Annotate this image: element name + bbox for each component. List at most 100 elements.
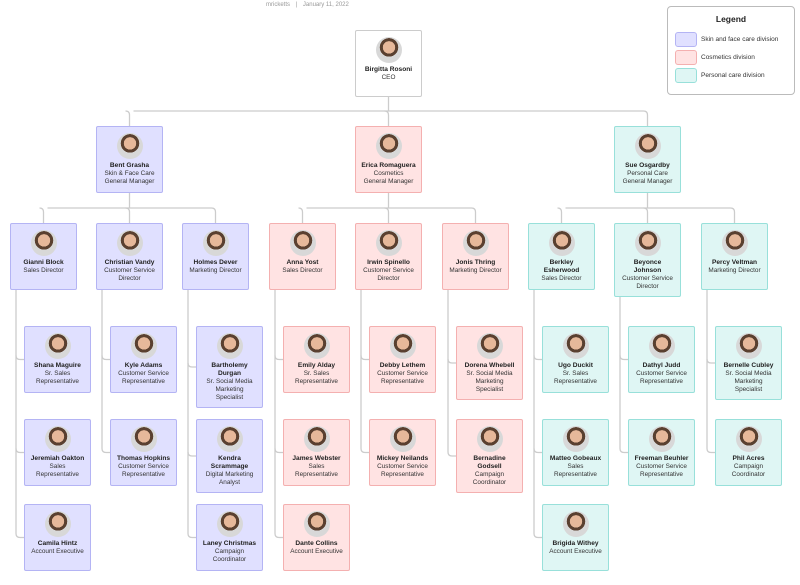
employee-card[interactable]: Mickey Neilands Customer Service Represen… <box>369 419 436 486</box>
avatar <box>216 426 243 452</box>
person-name: Mickey Neilands <box>376 455 429 462</box>
person-name: Gianni Block <box>23 259 64 266</box>
avatar <box>648 333 675 359</box>
person-title: Cosmetics General Manager <box>363 170 414 185</box>
avatar <box>202 230 229 256</box>
legend-label: Cosmetics division <box>701 54 755 61</box>
person-name: Jeremiah Oakton <box>30 455 85 462</box>
employee-card[interactable]: Shana Maguire Sr. Sales Representative <box>24 326 91 393</box>
connector-line <box>447 451 456 457</box>
connector-line <box>274 533 283 539</box>
person-title: Sr. Social Media Marketing Specialist <box>466 370 513 393</box>
employee-card[interactable]: Kyle Adams Customer Service Representativ… <box>110 326 177 393</box>
employee-card[interactable]: Laney Christmas Campaign Coordinator <box>196 504 263 571</box>
connector-line <box>211 207 217 223</box>
employee-card[interactable]: Phil Acres Campaign Coordinator <box>715 419 782 486</box>
avatar <box>130 333 157 359</box>
employee-card[interactable]: Freeman Beuhler Customer Service Represen… <box>628 419 695 486</box>
person-title: Sales Representative <box>295 463 338 478</box>
person-name: Emily Alday <box>297 362 336 369</box>
person-title: Marketing Director <box>189 267 242 274</box>
person-name: Phil Acres <box>732 455 765 462</box>
avatar <box>735 426 762 452</box>
director-card[interactable]: Berkley Esherwood Sales Director <box>528 223 595 290</box>
director-card[interactable]: Holmes Dever Marketing Director <box>182 223 249 290</box>
director-card[interactable]: Beyonce Johnson Customer Service Director <box>614 223 681 297</box>
avatar <box>44 333 71 359</box>
person-name: Bernelle Cubley <box>723 362 774 369</box>
person-name: Berkley Esherwood <box>543 259 580 274</box>
connector-line <box>39 207 45 223</box>
person-title: Customer Service Director <box>363 267 414 282</box>
employee-card[interactable]: Kendra Scrammage Digital Marketing Analys… <box>196 419 263 493</box>
avatar <box>303 511 330 537</box>
employee-card[interactable]: Bartholemy Durgan Sr. Social Media Market… <box>196 326 263 408</box>
connector-line <box>360 355 369 361</box>
avatar <box>634 133 661 159</box>
employee-card[interactable]: Ugo Duckit Sr. Sales Representative <box>542 326 609 393</box>
employee-card[interactable]: James Webster Sales Representative <box>283 419 350 486</box>
avatar <box>462 230 489 256</box>
connector-line <box>730 207 736 223</box>
employee-card[interactable]: Dathyl Judd Customer Service Representati… <box>628 326 695 393</box>
employee-card[interactable]: Brigida Withey Account Executive <box>542 504 609 571</box>
person-name: Holmes Dever <box>193 259 238 266</box>
director-card[interactable]: Christian Vandy Customer Service Director <box>96 223 163 290</box>
director-card[interactable]: Irwin Spinello Customer Service Director <box>355 223 422 290</box>
legend-label: Skin and face care division <box>701 36 779 43</box>
employee-card[interactable]: Dante Collins Account Executive <box>283 504 350 571</box>
person-name: Brigida Withey <box>552 540 599 547</box>
avatar <box>634 230 661 256</box>
manager-card[interactable]: Bent Grasha Skin & Face Care General Mana… <box>96 126 163 193</box>
employee-card[interactable]: Emily Alday Sr. Sales Representative <box>283 326 350 393</box>
person-title: Account Executive <box>549 548 602 555</box>
connector-line <box>706 358 715 364</box>
person-name: Shana Maguire <box>34 362 81 369</box>
connector-line <box>15 355 24 361</box>
person-name: Irwin Spinello <box>367 259 410 266</box>
director-card[interactable]: Jonis Thring Marketing Director <box>442 223 509 290</box>
legend-swatch <box>675 50 697 65</box>
connector-line <box>101 355 110 361</box>
avatar <box>116 230 143 256</box>
legend-item-cosmetics: Cosmetics division <box>675 50 755 65</box>
employee-card[interactable]: Debby Lethem Customer Service Representat… <box>369 326 436 393</box>
employee-card[interactable]: Thomas Hopkins Customer Service Represent… <box>110 419 177 486</box>
employee-card[interactable]: Camila Hintz Account Executive <box>24 504 91 571</box>
avatar <box>30 230 57 256</box>
connector-line <box>15 448 24 454</box>
connector-line <box>619 448 628 454</box>
manager-card[interactable]: Erica Romaguera Cosmetics General Manager <box>355 126 422 193</box>
author: mricketts <box>266 2 290 8</box>
avatar <box>216 511 243 537</box>
person-title: Customer Service Director <box>622 275 673 290</box>
connector-line <box>274 355 283 361</box>
person-title: Marketing Director <box>449 267 502 274</box>
manager-card[interactable]: Sue Osgardby Personal Care General Manage… <box>614 126 681 193</box>
avatar <box>735 333 762 359</box>
director-card[interactable]: Anna Yost Sales Director <box>269 223 336 290</box>
employee-card[interactable]: Matteo Gobeaux Sales Representative <box>542 419 609 486</box>
date: January 11, 2022 <box>302 2 349 8</box>
avatar <box>44 511 71 537</box>
person-title: CEO <box>381 74 396 81</box>
person-title: Personal Care General Manager <box>622 170 673 185</box>
employee-card[interactable]: Bernadine Godsell Campaign Coordinator <box>456 419 523 493</box>
connector-line <box>360 448 369 454</box>
avatar <box>375 230 402 256</box>
ceo-card[interactable]: Birgitta Rosoni CEO <box>355 30 422 97</box>
connector-line <box>471 207 477 223</box>
connector-line <box>643 207 649 223</box>
employee-card[interactable]: Bernelle Cubley Sr. Social Media Marketin… <box>715 326 782 400</box>
employee-card[interactable]: Dorena Whebell Sr. Social Media Marketing… <box>456 326 523 400</box>
person-name: James Webster <box>292 455 341 462</box>
legend-swatch <box>675 68 697 83</box>
person-name: Kendra Scrammage <box>210 455 249 470</box>
person-name: Matteo Gobeaux <box>549 455 602 462</box>
employee-card[interactable]: Jeremiah Oakton Sales Representative <box>24 419 91 486</box>
connector-line <box>187 451 196 457</box>
person-name: Sue Osgardby <box>625 162 670 169</box>
director-card[interactable]: Gianni Block Sales Director <box>10 223 77 290</box>
person-title: Customer Service Representative <box>118 370 169 385</box>
director-card[interactable]: Percy Veltman Marketing Director <box>701 223 768 290</box>
